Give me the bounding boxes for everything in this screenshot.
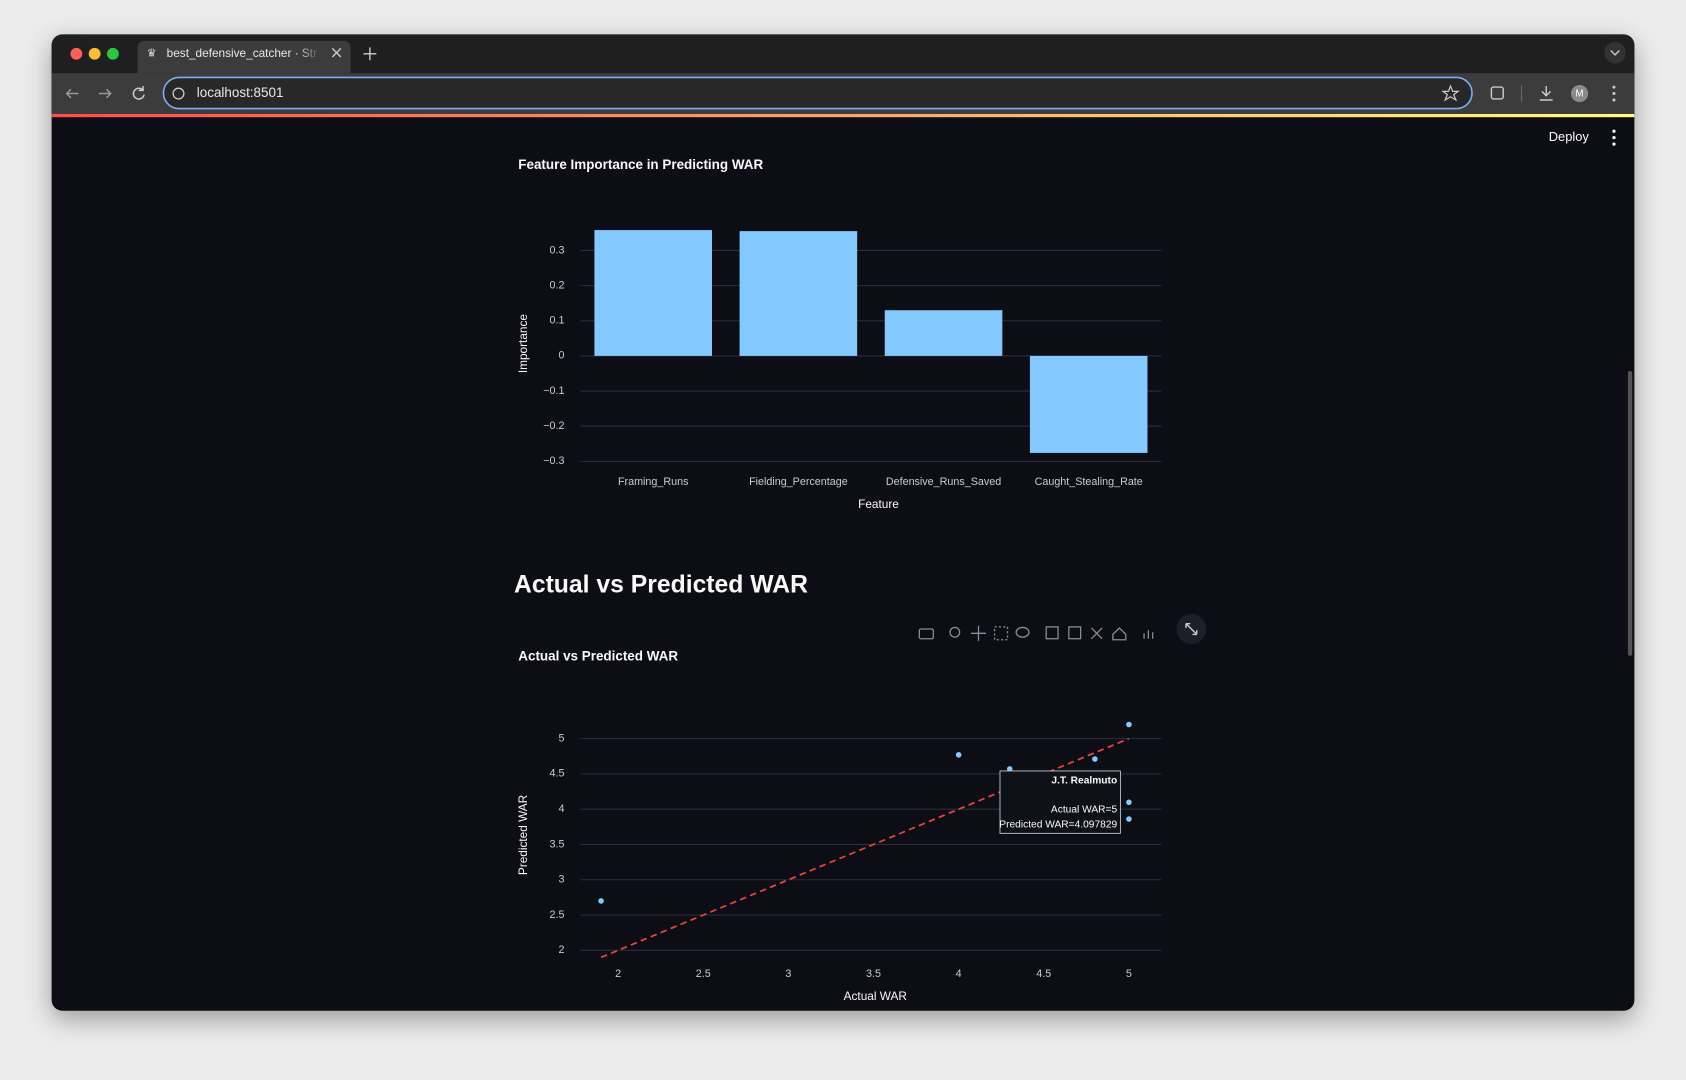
- deploy-button[interactable]: Deploy: [1549, 129, 1590, 144]
- point: [955, 752, 962, 758]
- downloads[interactable]: [1539, 86, 1553, 101]
- extensions[interactable]: [1490, 86, 1504, 100]
- box-select[interactable]: [993, 626, 1009, 641]
- fullscreen-icon: [1185, 622, 1198, 636]
- tab-search-icon: [1610, 50, 1620, 56]
- scrollbar[interactable]: [1627, 370, 1633, 656]
- y-axis-title: Importance: [516, 314, 530, 374]
- tooltip-line: Predicted WAR=4.097829: [999, 819, 1117, 830]
- bar: [1029, 355, 1148, 453]
- browser-menu[interactable]: [1612, 85, 1616, 102]
- zoom[interactable]: [949, 626, 961, 638]
- x-tick-label: 4.5: [1036, 968, 1051, 980]
- point: [1126, 816, 1132, 822]
- x-tick-label: 5: [1126, 968, 1132, 980]
- camera[interactable]: [918, 628, 934, 640]
- profile[interactable]: [1570, 84, 1589, 103]
- tooltip-name: J.T. Realmuto: [1051, 775, 1117, 786]
- tab-icon: ♛: [147, 48, 157, 60]
- x-axis-title: Actual WAR: [844, 989, 907, 1003]
- back-button[interactable]: [65, 88, 79, 99]
- y-tick-label: 5: [559, 732, 565, 744]
- app-menu[interactable]: [1612, 129, 1616, 146]
- address-bar[interactable]: [162, 76, 1473, 110]
- close-window[interactable]: [70, 47, 83, 60]
- y-tick-label: −0.3: [543, 455, 564, 467]
- y-axis-title: Predicted WAR: [516, 795, 530, 875]
- point: [1126, 799, 1132, 806]
- y-tick-label: 4.5: [550, 768, 565, 780]
- plot-toolbar: [918, 625, 1154, 641]
- zoom-in[interactable]: [1045, 626, 1059, 640]
- y-tick-label: 3.5: [550, 838, 565, 850]
- site-info[interactable]: [172, 87, 185, 100]
- y-tick-label: 2: [559, 944, 565, 956]
- y-tick-label: 3: [559, 874, 565, 886]
- plotly-logo[interactable]: [1143, 630, 1154, 639]
- forward-button[interactable]: [98, 88, 112, 99]
- tooltip: J.T. Realmuto Actual WAR=5 Predicted WAR=4…: [999, 770, 1121, 834]
- new-tab[interactable]: [363, 47, 377, 61]
- bookmark[interactable]: [1441, 84, 1460, 102]
- tab-close[interactable]: [331, 47, 342, 58]
- x-tick-label: Caught_Stealing_Rate: [1035, 476, 1143, 488]
- reload-button[interactable]: [132, 86, 145, 100]
- tooltip-box: [999, 770, 1121, 834]
- x-tick-label: Fielding_Percentage: [749, 476, 848, 488]
- x-tick-label: 3.5: [866, 968, 881, 980]
- y-tick-label: 0: [559, 350, 565, 362]
- x-tick-label: Defensive_Runs_Saved: [886, 476, 1001, 488]
- y-tick-label: 4: [559, 803, 565, 815]
- reset-axes[interactable]: [1112, 627, 1127, 641]
- y-tick-label: −0.2: [543, 420, 564, 432]
- point: [1006, 766, 1013, 772]
- tooltip-line: Actual WAR=5: [1051, 804, 1118, 815]
- y-tick-label: 2.5: [550, 909, 565, 921]
- bar: [739, 231, 858, 356]
- point: [1126, 721, 1132, 728]
- point: [1092, 756, 1098, 762]
- x-tick-label: 4: [956, 968, 962, 980]
- x-tick-label: Framing_Runs: [618, 476, 689, 488]
- pan[interactable]: [970, 625, 987, 641]
- tab-title: best_defensive_catcher · Str: [167, 46, 317, 60]
- bar: [884, 310, 1003, 356]
- bar: [594, 230, 713, 356]
- y-tick-label: 0.2: [550, 279, 565, 291]
- y-tick-label: 0.1: [550, 315, 565, 327]
- section-heading: Actual vs Predicted WAR: [514, 572, 808, 599]
- app-top-line: [51, 113, 1635, 118]
- x-tick-label: 3: [785, 968, 791, 980]
- url: localhost:8501: [197, 85, 284, 100]
- profile-initial: M: [1576, 89, 1584, 100]
- minimize-window[interactable]: [88, 47, 101, 60]
- y-tick-label: −0.1: [543, 385, 564, 397]
- maximize-window[interactable]: [106, 47, 119, 60]
- x-tick-label: 2: [615, 968, 621, 980]
- zoom-out[interactable]: [1068, 626, 1082, 640]
- y-tick-label: 0.3: [550, 244, 565, 256]
- window: [51, 34, 1635, 1011]
- charts: Feature Importance in Predicting WAR Feat…: [516, 157, 1162, 1003]
- lasso[interactable]: [1015, 626, 1030, 638]
- point: [598, 898, 604, 904]
- chart-title: Feature Importance in Predicting WAR: [518, 157, 763, 172]
- tab-fade: [295, 43, 323, 65]
- chart-title: Actual vs Predicted WAR: [518, 649, 678, 664]
- autoscale[interactable]: [1090, 627, 1103, 640]
- tab-search[interactable]: [1604, 41, 1626, 64]
- x-tick-label: 2.5: [696, 968, 711, 980]
- x-axis-title: Feature: [858, 497, 899, 511]
